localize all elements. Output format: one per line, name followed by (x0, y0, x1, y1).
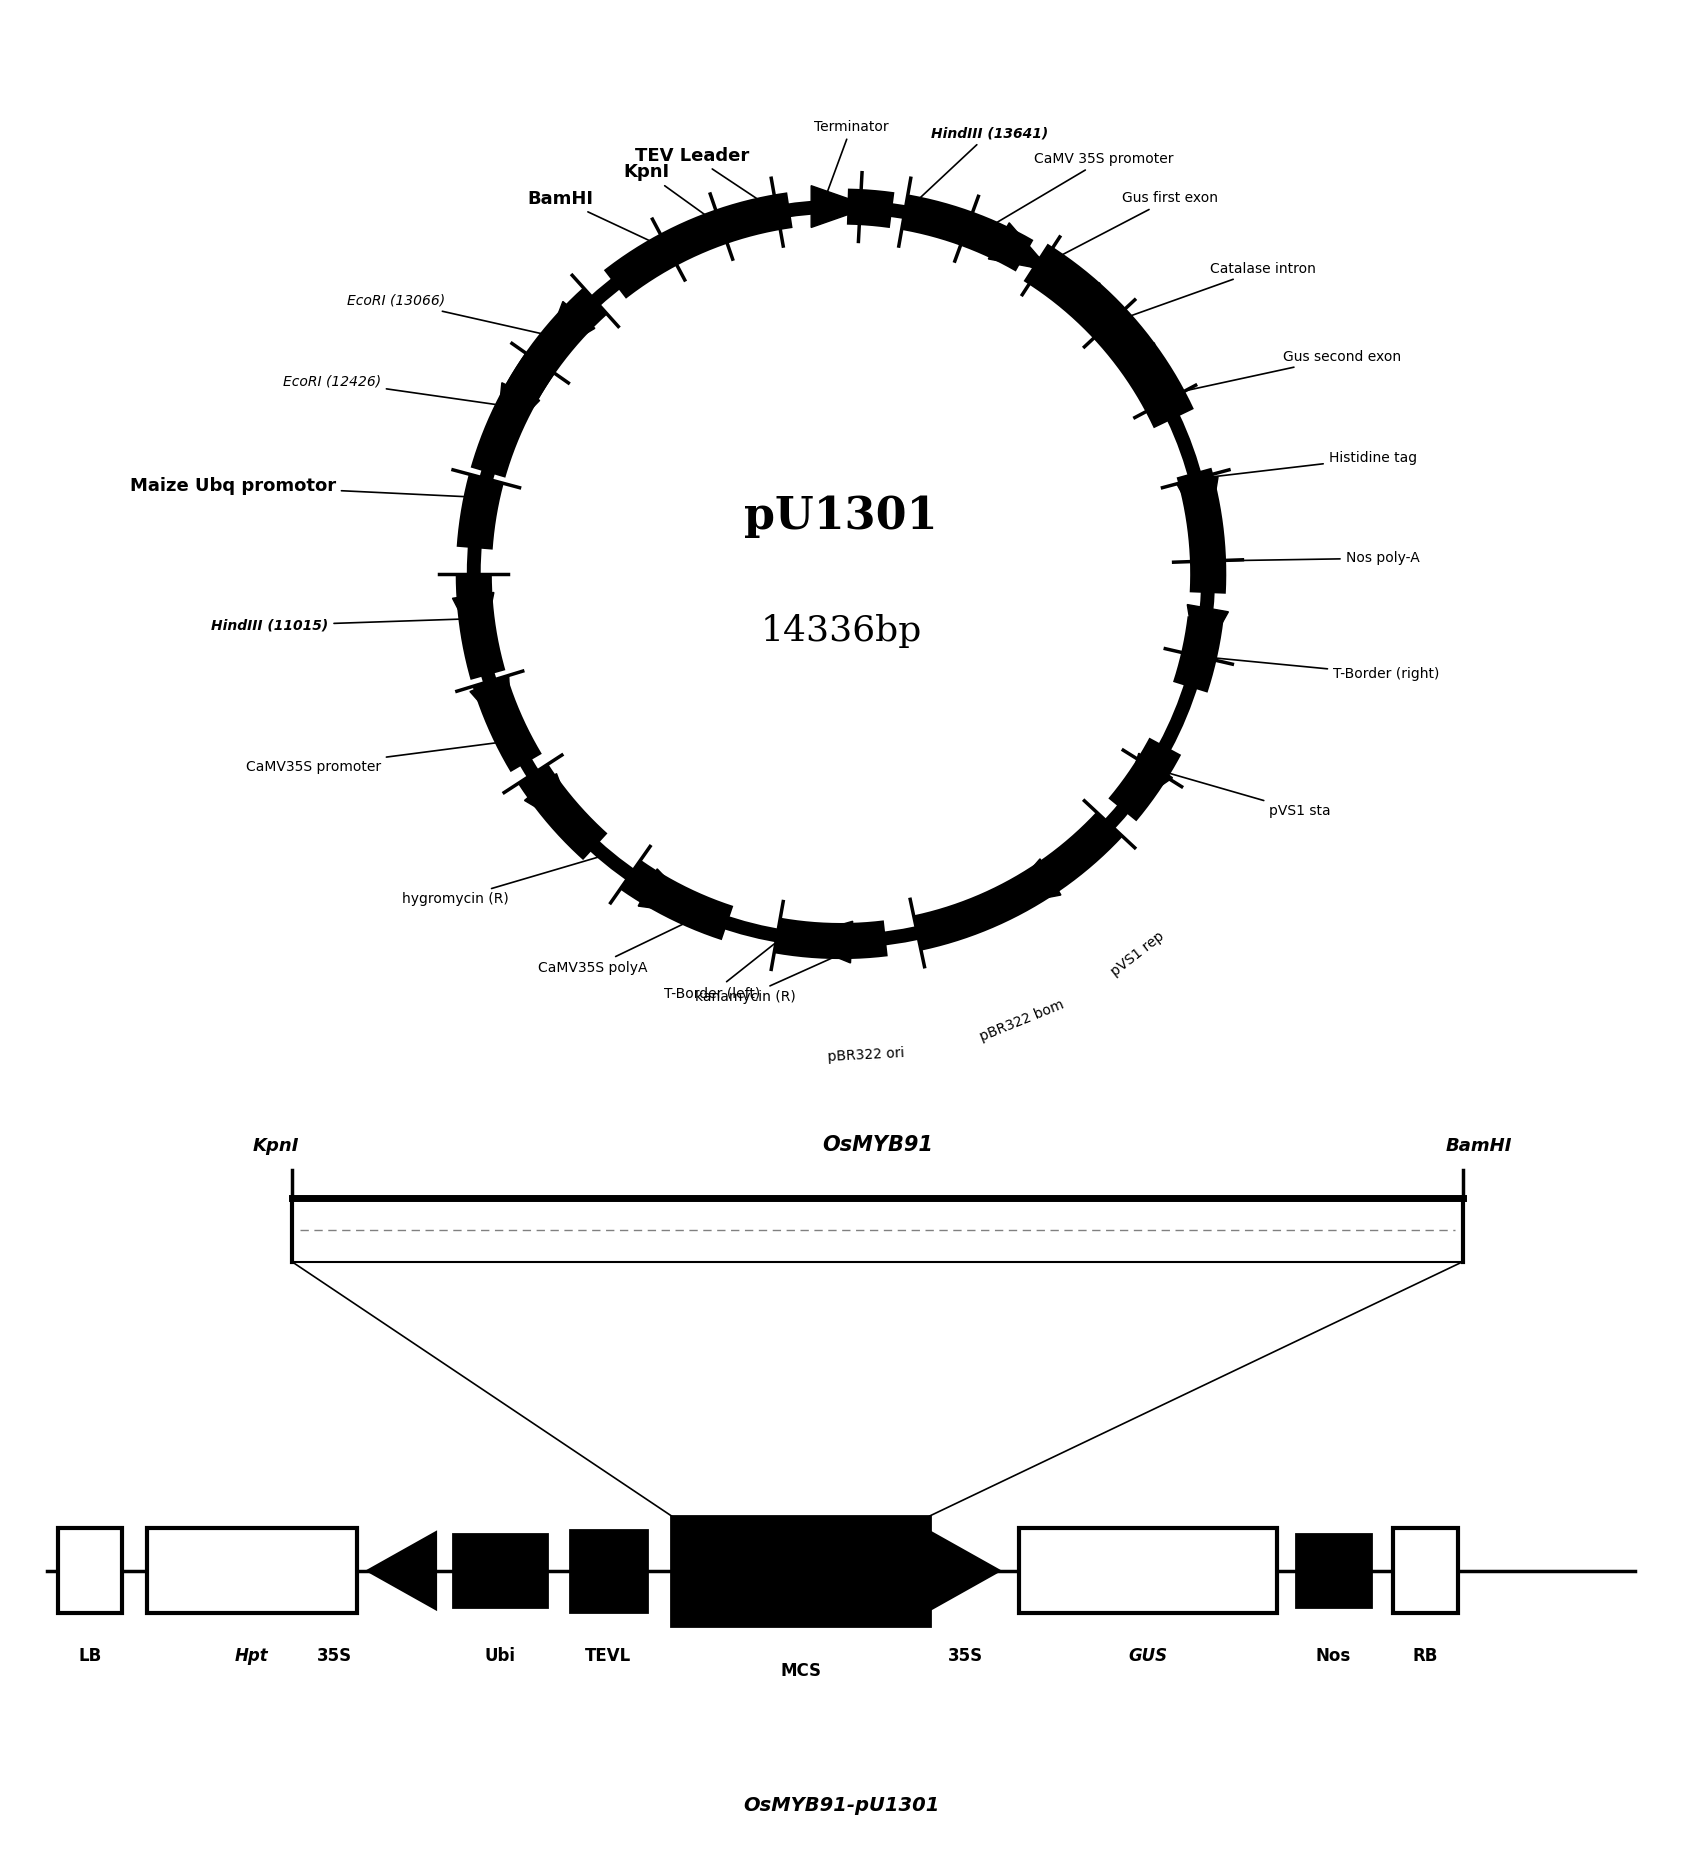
Text: 35S: 35S (316, 1647, 352, 1664)
Text: pU1301: pU1301 (743, 494, 939, 539)
Text: Ubi: Ubi (484, 1647, 516, 1664)
Text: EcoRI (12426): EcoRI (12426) (283, 374, 511, 407)
Bar (1019, 1529, 1277, 1614)
Text: Gus second exon: Gus second exon (1166, 350, 1401, 394)
Text: T-Border (right): T-Border (right) (1201, 657, 1440, 681)
Polygon shape (999, 859, 1061, 907)
Text: Hpt: Hpt (235, 1647, 269, 1664)
Text: Nos poly-A: Nos poly-A (1211, 552, 1420, 565)
Text: pVS1 rep: pVS1 rep (1108, 929, 1167, 979)
Text: MCS: MCS (780, 1662, 821, 1681)
Polygon shape (1120, 753, 1172, 814)
Text: CaMV35S promoter: CaMV35S promoter (246, 740, 511, 774)
Polygon shape (368, 1533, 436, 1609)
Text: HindIII (11015): HindIII (11015) (212, 618, 474, 633)
Text: 14336bp: 14336bp (760, 615, 922, 648)
Text: Maize Ubq promotor: Maize Ubq promotor (130, 476, 479, 498)
Bar (671, 1516, 930, 1625)
Text: KpnI: KpnI (622, 163, 720, 226)
Text: Nos: Nos (1315, 1647, 1351, 1664)
Text: kanamycin (R): kanamycin (R) (695, 940, 871, 1003)
Text: CaMV 35S promoter: CaMV 35S promoter (981, 152, 1174, 231)
Bar (146, 1529, 357, 1614)
Polygon shape (540, 302, 595, 361)
Polygon shape (1119, 342, 1169, 405)
Text: RB: RB (1413, 1647, 1438, 1664)
Bar (570, 1529, 648, 1612)
Polygon shape (525, 774, 579, 833)
Text: pVS1 sta: pVS1 sta (1156, 770, 1330, 818)
Text: HindIII (13641): HindIII (13641) (907, 126, 1048, 211)
Text: TEVL: TEVL (585, 1647, 632, 1664)
Text: 35S: 35S (947, 1647, 982, 1664)
Text: TEV Leader: TEV Leader (636, 146, 775, 211)
Polygon shape (792, 922, 853, 963)
Text: LB: LB (79, 1647, 103, 1664)
Text: OsMYB91-pU1301: OsMYB91-pU1301 (743, 1795, 939, 1814)
Polygon shape (1187, 605, 1228, 666)
Polygon shape (496, 383, 540, 446)
Text: GUS: GUS (1129, 1647, 1167, 1664)
Polygon shape (811, 185, 871, 228)
Text: BamHI: BamHI (526, 191, 666, 248)
Text: pBR322 ori: pBR322 ori (828, 1046, 905, 1064)
Polygon shape (932, 1533, 999, 1609)
Polygon shape (452, 592, 495, 655)
Polygon shape (469, 676, 511, 739)
Polygon shape (637, 868, 701, 914)
Bar (57, 1529, 123, 1614)
Text: KpnI: KpnI (252, 1137, 299, 1155)
Text: EcoRI (13066): EcoRI (13066) (346, 294, 557, 337)
Bar (454, 1534, 547, 1607)
Text: OsMYB91: OsMYB91 (822, 1135, 934, 1155)
Text: T-Border (left): T-Border (left) (664, 938, 782, 1000)
Text: BamHI: BamHI (1445, 1137, 1512, 1155)
Text: pBR322 bom: pBR322 bom (977, 998, 1066, 1044)
Polygon shape (989, 222, 1051, 270)
Text: Catalase intron: Catalase intron (1112, 261, 1317, 322)
Text: Histidine tag: Histidine tag (1199, 452, 1416, 478)
Bar (1297, 1534, 1371, 1607)
Bar (1393, 1529, 1458, 1614)
Text: Gus first exon: Gus first exon (1043, 191, 1218, 265)
Polygon shape (1070, 283, 1125, 341)
Text: CaMV35S polyA: CaMV35S polyA (538, 916, 701, 974)
Text: Terminator: Terminator (814, 120, 888, 204)
Polygon shape (1177, 478, 1218, 539)
Text: hygromycin (R): hygromycin (R) (402, 855, 602, 907)
